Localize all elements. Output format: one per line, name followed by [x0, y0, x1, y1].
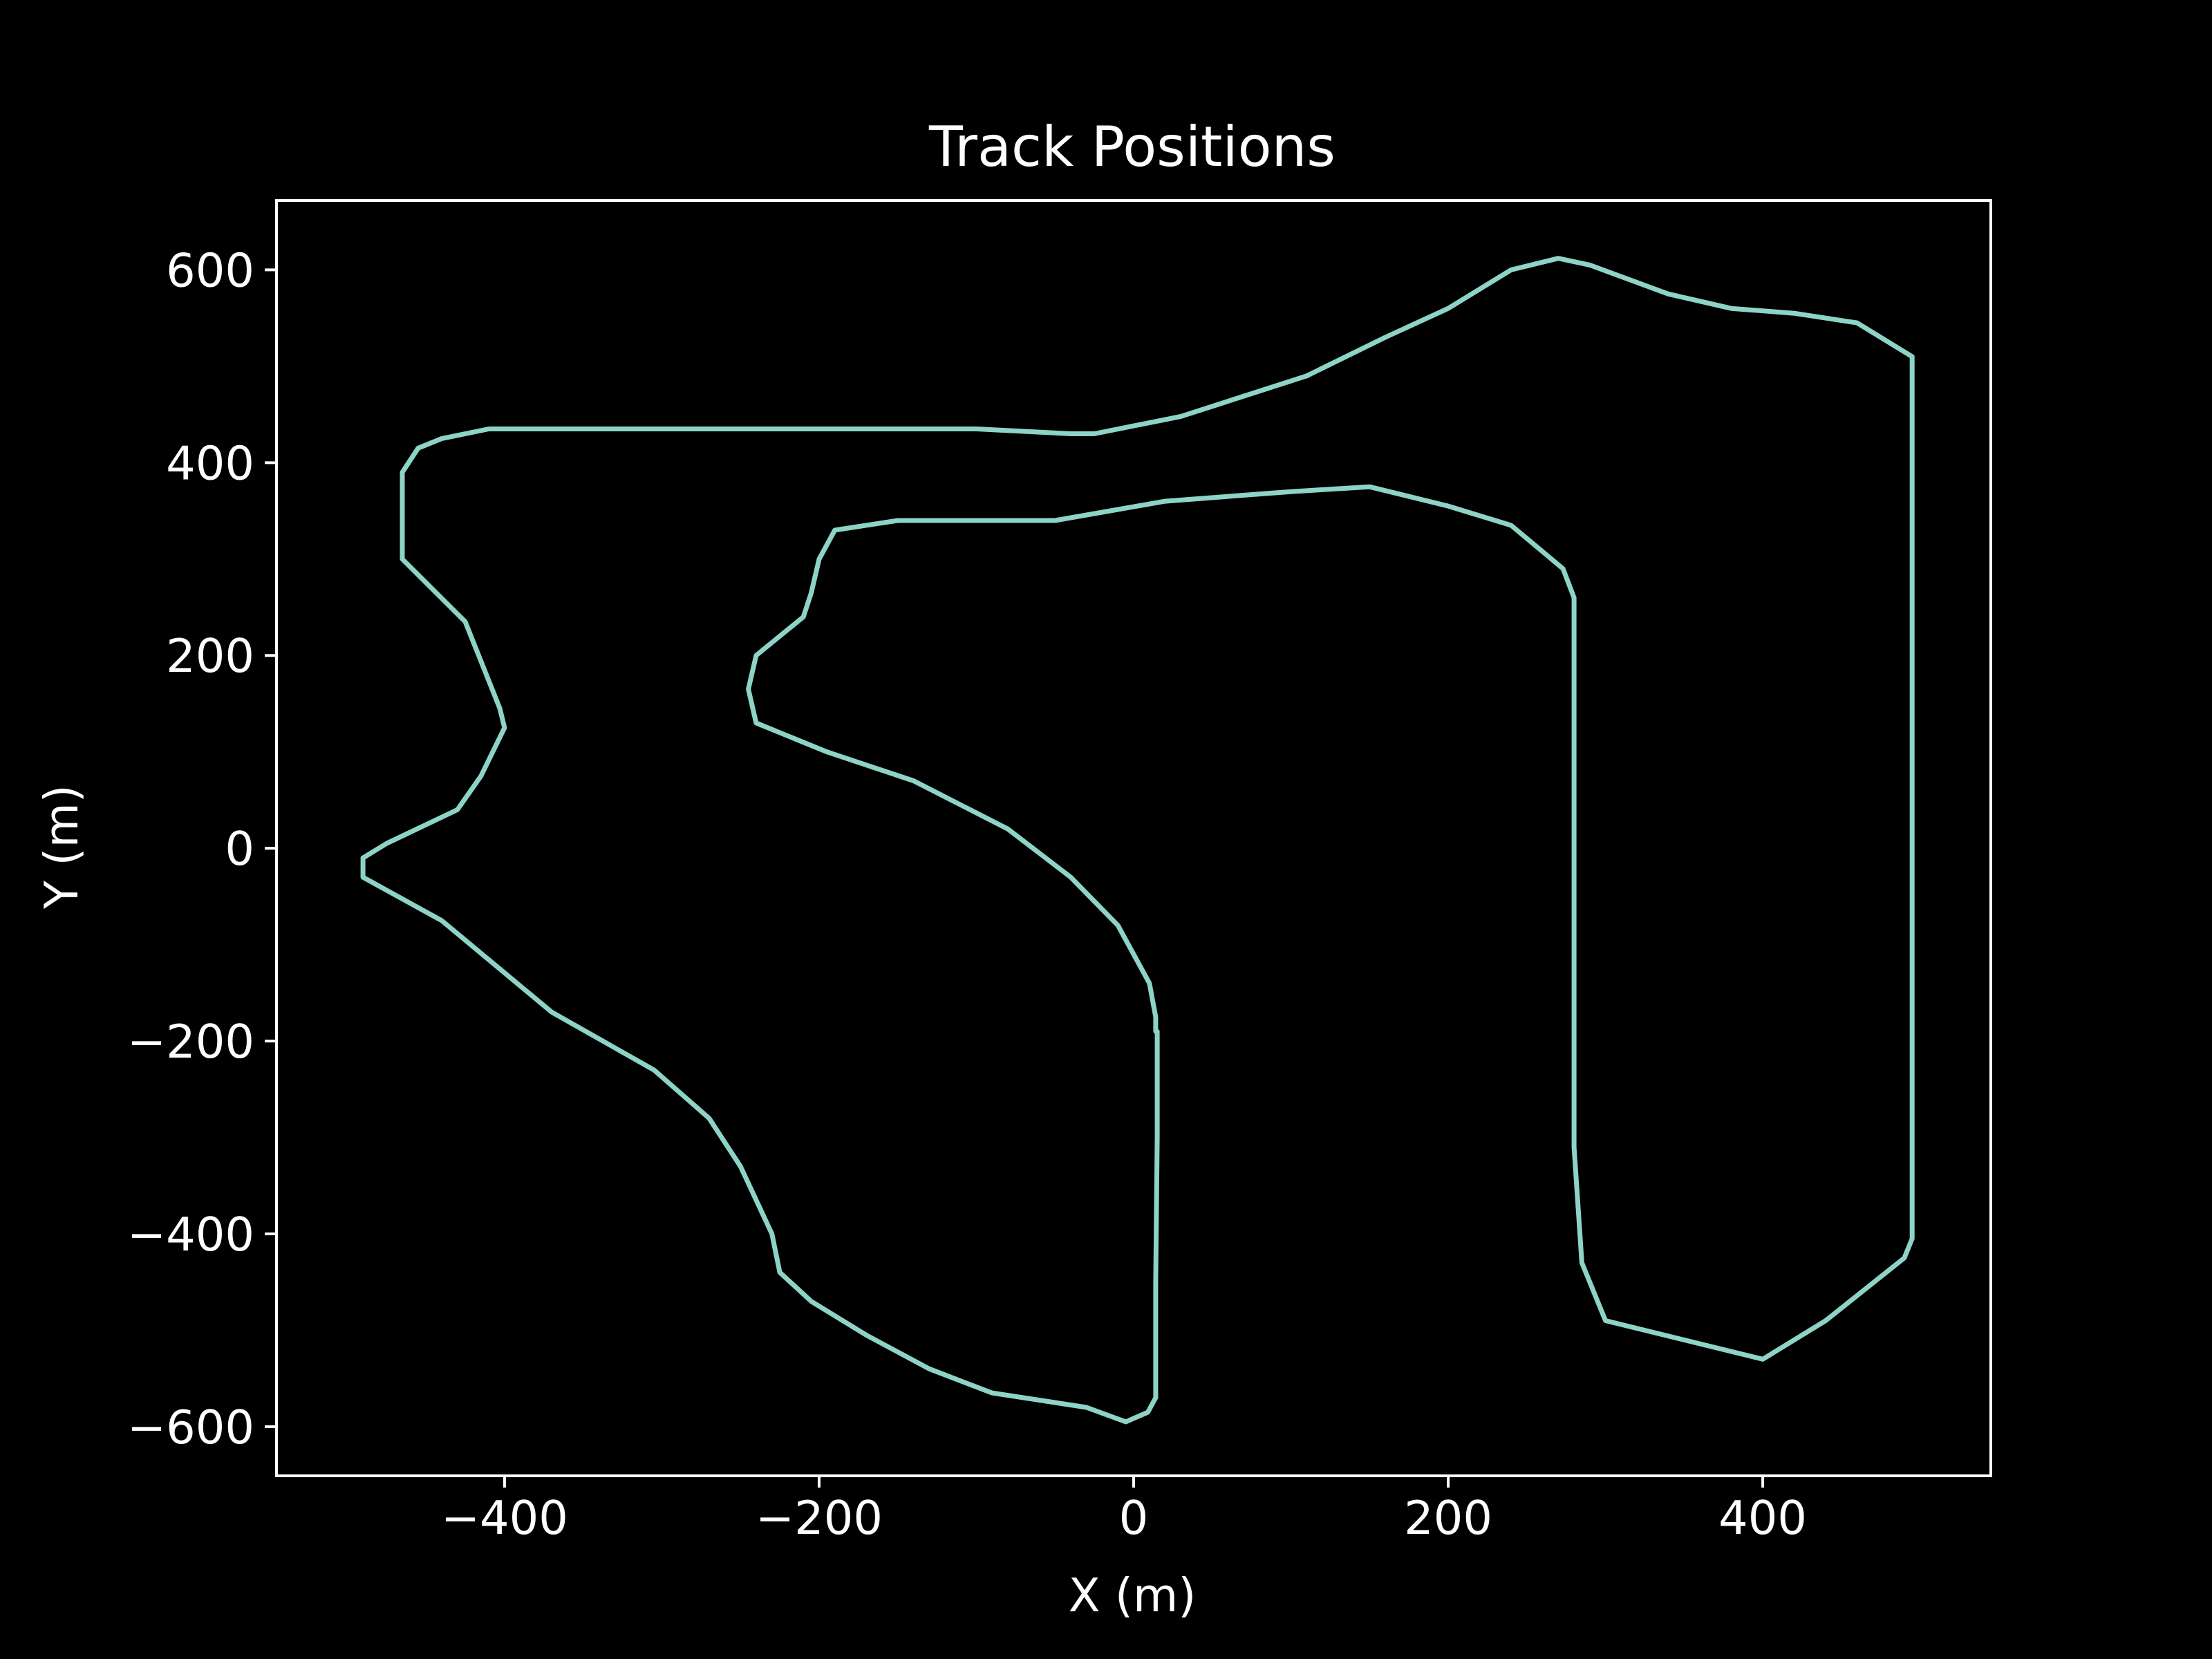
y-tick-label: 400	[166, 436, 254, 490]
y-tick-label: 200	[166, 629, 254, 683]
y-tick-label: −600	[127, 1400, 254, 1454]
x-axis-label: X (m)	[1069, 1568, 1197, 1622]
x-tick-label: −400	[441, 1491, 568, 1545]
x-tick-label: 400	[1718, 1491, 1807, 1545]
track-line-0	[360, 256, 1915, 1425]
y-tick-label: −400	[127, 1208, 254, 1262]
y-axis-label: Y (m)	[35, 785, 88, 910]
x-tick-label: 200	[1404, 1491, 1492, 1545]
x-tick-label: −200	[756, 1491, 883, 1545]
y-tick-label: 0	[225, 822, 254, 876]
y-axis-ticks: −600 −400 −200 0 200 400 600	[127, 243, 276, 1454]
axes-frame	[275, 199, 1992, 1477]
y-tick-label: 600	[166, 243, 254, 297]
x-axis-ticks: −400 −200 0 200 400	[441, 1476, 1807, 1545]
chart-title: Track Positions	[928, 115, 1335, 179]
x-tick-label: 0	[1119, 1491, 1149, 1545]
plot-area	[360, 256, 1915, 1425]
y-tick-label: −200	[127, 1015, 254, 1069]
